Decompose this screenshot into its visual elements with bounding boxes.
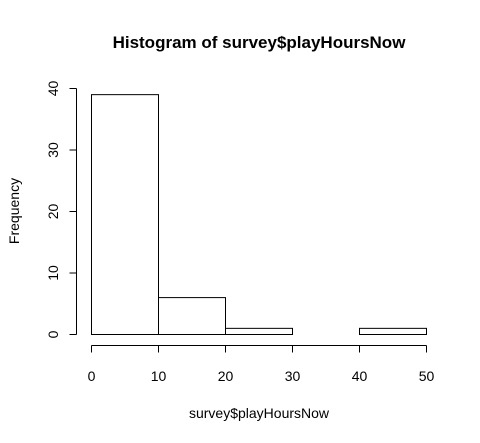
histogram-bars <box>91 94 427 336</box>
y-tick-label: 20 <box>45 204 61 220</box>
histogram-bar-10-20 <box>158 297 226 336</box>
x-tick-label: 50 <box>419 368 435 384</box>
histogram-bar-0-10 <box>91 94 159 336</box>
x-tick-label: 0 <box>88 368 96 384</box>
x-tick-label: 40 <box>352 368 368 384</box>
y-axis: 0 10 20 30 40 <box>45 81 77 338</box>
chart-title: Histogram of survey$playHoursNow <box>113 33 407 52</box>
x-tick-label: 20 <box>218 368 234 384</box>
histogram-bar-40-50 <box>359 327 427 336</box>
x-tick-label: 30 <box>285 368 301 384</box>
x-axis: 0 10 20 30 40 50 <box>88 345 435 384</box>
histogram-bar-20-30 <box>225 327 293 336</box>
y-axis-label: Frequency <box>6 178 22 244</box>
y-tick-label: 0 <box>45 330 61 338</box>
y-tick-label: 10 <box>45 265 61 281</box>
x-axis-label: survey$playHoursNow <box>189 405 330 421</box>
x-tick-label: 10 <box>151 368 167 384</box>
y-tick-label: 30 <box>45 142 61 158</box>
y-tick-label: 40 <box>45 81 61 97</box>
